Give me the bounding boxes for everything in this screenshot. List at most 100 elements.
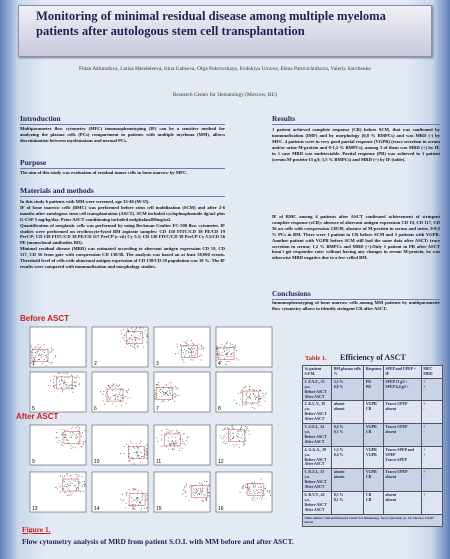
- panel-label: 14: [94, 506, 100, 512]
- panel-label: 9: [32, 459, 35, 465]
- table-cell: CR CR: [363, 490, 384, 515]
- gate: [63, 431, 81, 444]
- table-label: Table 1.: [305, 355, 327, 362]
- plot-frame: [215, 326, 273, 368]
- table-row: 3. S.O.I., 34 y.o. Before ASCT After ASC…: [301, 423, 444, 447]
- plot-frame: [153, 424, 211, 466]
- gate: [56, 376, 73, 390]
- plot-frame: [91, 371, 149, 413]
- table-footer-row: Office address: National Research Center…: [302, 513, 443, 528]
- table-header-cell: MFC MRD: [420, 365, 444, 379]
- section-body: In this study 6 patients with MM were sc…: [20, 199, 225, 269]
- affiliation: Research Center for Hematology (Moscow, …: [172, 92, 278, 98]
- gate: [128, 493, 146, 506]
- section-body: 1 patient achieved complete response (CR…: [272, 127, 440, 162]
- gate: [164, 433, 181, 447]
- section-heading: Purpose: [20, 158, 225, 169]
- plot-frame: [91, 471, 149, 513]
- plot-dots: [156, 429, 189, 451]
- table-header-cell: BM plasma cells %: [331, 365, 365, 379]
- panel-label: 4: [218, 361, 221, 367]
- gate: [62, 478, 79, 492]
- table-row: 4. G.G.A., 39 y.o. Before ASCT After ASC…: [301, 445, 444, 470]
- table-cell: absent absent: [382, 490, 422, 515]
- section-heading: Conclusions: [272, 289, 440, 300]
- gate: [125, 331, 143, 344]
- table-cell: + +: [420, 377, 444, 402]
- table-cell: 2. K.L.V., 39 y.o. Before ASCT After ASC…: [301, 400, 333, 425]
- table-cell: PR PR: [363, 377, 384, 402]
- table-cell: Traces UPEP absent: [382, 400, 422, 425]
- authors: Fidan Akhundova, Larisa Mendeleeva, Irin…: [79, 66, 371, 72]
- table-cell: + -: [420, 423, 444, 447]
- plot-frame: [29, 424, 87, 466]
- panel-label: 6: [94, 406, 97, 412]
- table-header-row: № patient S.F.M. BM plasma cells % Respons…: [301, 365, 444, 379]
- table-title: Efficiency of ASCT: [340, 353, 406, 362]
- table-cell: 6. R.V.V., 43 y.o. Before ASCT After ASC…: [301, 490, 333, 515]
- plot-dots: [30, 344, 57, 367]
- table-row: 2. K.L.V., 39 y.o. Before ASCT After ASC…: [301, 400, 444, 425]
- gate: [228, 429, 245, 442]
- plot-dots: [216, 341, 239, 366]
- gate: [247, 483, 265, 496]
- figure-caption: Flow cytometry analysis of MRD from pati…: [22, 537, 294, 546]
- figure-label: Figure 1.: [22, 525, 51, 534]
- table-cell: 3. S.O.I., 34 y.o. Before ASCT After ASC…: [301, 423, 333, 447]
- table-cell: Traces UPEP absent: [382, 468, 422, 492]
- section-body: The aim of this study was evaluation of …: [20, 170, 188, 175]
- table-cell: 1,2 % 0,4 %: [331, 445, 365, 470]
- section-heading: Results: [272, 114, 440, 125]
- table-header-cell: № patient S.F.M.: [301, 365, 333, 379]
- plot-dots: [47, 372, 81, 393]
- gate: [242, 390, 259, 404]
- section-heading: Materials and methods: [20, 186, 225, 197]
- plot-dots: [119, 327, 148, 350]
- plot-dots: [154, 381, 180, 403]
- panel-label: 12: [218, 459, 224, 465]
- table-cell: 4. G.G.A., 39 y.o. Before ASCT After ASC…: [301, 445, 333, 470]
- table-row: 1. F.A.Z., 35 y.o. Before ASCT After ASC…: [301, 377, 444, 402]
- plot-dots: [54, 473, 86, 496]
- table-header-cell: SPEP and UPEP + IF: [382, 365, 422, 379]
- before-label: Before ASCT: [20, 314, 70, 323]
- plot-frame: [215, 471, 273, 513]
- table-cell: 0,5 % 0,1 %: [331, 490, 365, 515]
- table-row: 6. R.V.V., 43 y.o. Before ASCT After ASC…: [301, 490, 444, 515]
- plot-frame: [215, 371, 273, 413]
- table-cell: VGPR CR: [363, 423, 384, 447]
- table-cell: + -: [420, 490, 444, 515]
- plot-frame: [153, 471, 211, 513]
- gate: [106, 388, 124, 402]
- panel-label: 15: [156, 506, 162, 512]
- table-cell: 5. D.Z.I., 33 y.o. Before ASCT After ASC…: [301, 468, 333, 492]
- section-body: IF of BMC among 4 patients after ASCT co…: [272, 214, 440, 261]
- panel-label: 1: [32, 361, 35, 367]
- gate: [128, 446, 145, 459]
- plot-frame: [153, 326, 211, 368]
- panel-label: 8: [218, 406, 221, 412]
- table-cell: + -: [420, 400, 444, 425]
- table-cell: absent absent: [331, 400, 365, 425]
- panel-label: 13: [32, 506, 38, 512]
- title-box: [18, 5, 432, 57]
- plot-frame: [91, 326, 149, 368]
- gate: [31, 349, 49, 362]
- plot-dots: [219, 425, 250, 448]
- table-row: 5. D.Z.I., 33 y.o. Before ASCT After ASC…: [301, 468, 444, 492]
- gate: [181, 345, 198, 358]
- table-cell: VGPR CR: [363, 468, 384, 492]
- section-heading: Introduction: [20, 114, 225, 125]
- table-cell: VGPR CR: [363, 400, 384, 425]
- table-cell: + +: [420, 445, 444, 470]
- section-body: Immunophenotyping of bone marrow cells a…: [272, 300, 440, 311]
- title: Monitoring of minimal residual disease a…: [36, 9, 386, 38]
- table-cell: 1. F.A.Z., 35 y.o. Before ASCT After ASC…: [301, 377, 333, 402]
- table-cell: 3,5 % 0,8 %: [331, 377, 365, 402]
- panel-label: 2: [94, 361, 97, 367]
- section-body: Multiparameter flow cytometry (MFC) immu…: [20, 126, 225, 143]
- plot-dots: [182, 480, 210, 502]
- plot-frame: [29, 371, 87, 413]
